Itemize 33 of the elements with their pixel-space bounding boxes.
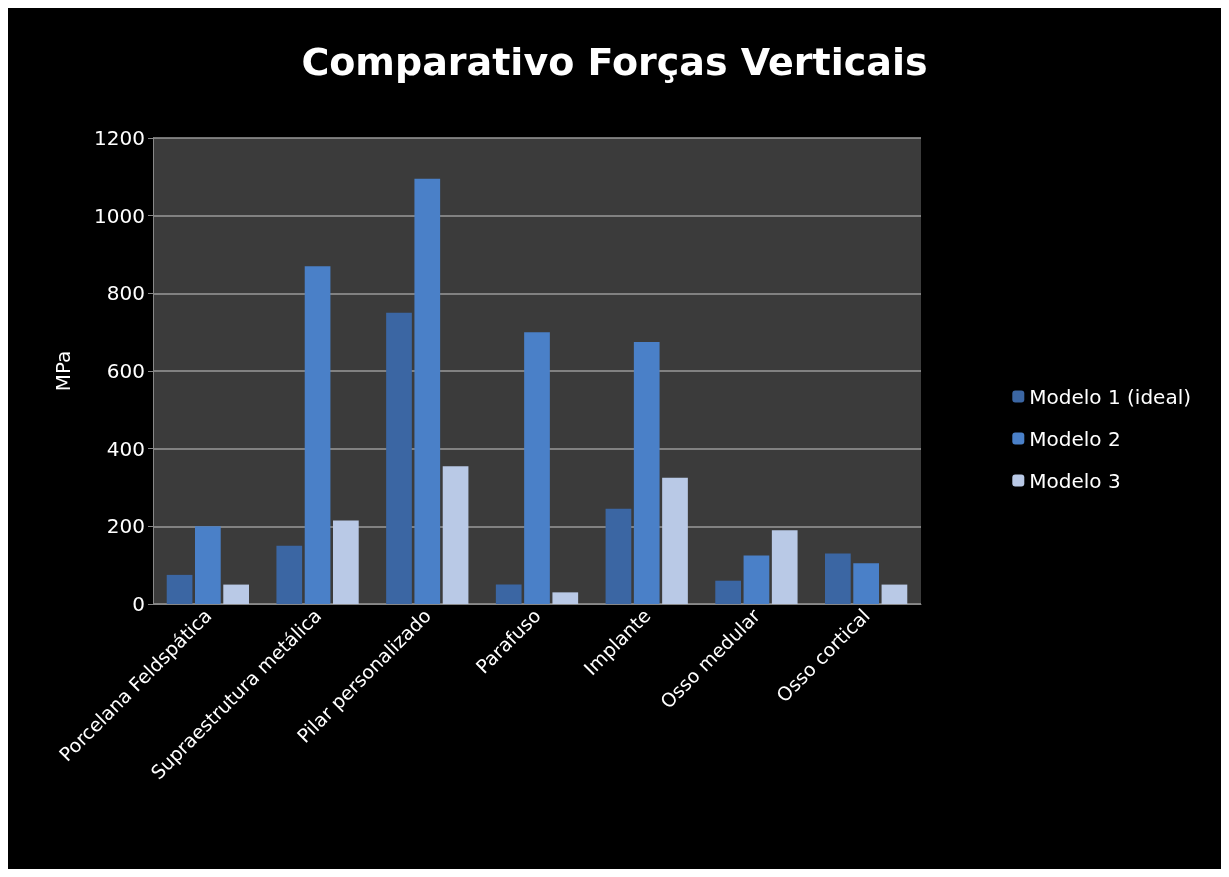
y-tick-label: 600 xyxy=(106,359,145,383)
bar xyxy=(495,584,522,604)
bar xyxy=(853,563,879,604)
bar xyxy=(715,580,741,604)
bar xyxy=(605,508,632,604)
bar xyxy=(552,592,579,604)
bar xyxy=(304,266,331,604)
bar xyxy=(825,553,851,604)
bar xyxy=(633,341,660,604)
chart-title: Comparativo Forças Verticais xyxy=(301,40,928,84)
bar xyxy=(743,555,770,604)
bar xyxy=(414,178,441,604)
y-tick-label: 1200 xyxy=(94,126,145,150)
legend-label: Modelo 2 xyxy=(1029,426,1121,451)
bar xyxy=(276,545,303,604)
y-tick-label: 200 xyxy=(106,514,145,539)
bar xyxy=(442,466,469,604)
bar xyxy=(524,332,550,604)
y-tick-label: 0 xyxy=(132,592,145,616)
y-tick-label: 1000 xyxy=(94,203,145,228)
y-tick-label: 800 xyxy=(106,281,145,306)
legend-label: Modelo 3 xyxy=(1029,468,1121,493)
bar xyxy=(386,312,412,604)
bar xyxy=(195,526,221,604)
bar xyxy=(333,520,359,604)
bar xyxy=(166,574,193,604)
bar xyxy=(881,584,908,604)
y-tick-label: 400 xyxy=(106,436,145,461)
legend-label: Modelo 1 (ideal) xyxy=(1029,384,1191,409)
y-axis-title: MPa xyxy=(51,350,75,392)
bar xyxy=(771,530,798,604)
bar xyxy=(662,477,688,604)
bar xyxy=(223,584,249,604)
